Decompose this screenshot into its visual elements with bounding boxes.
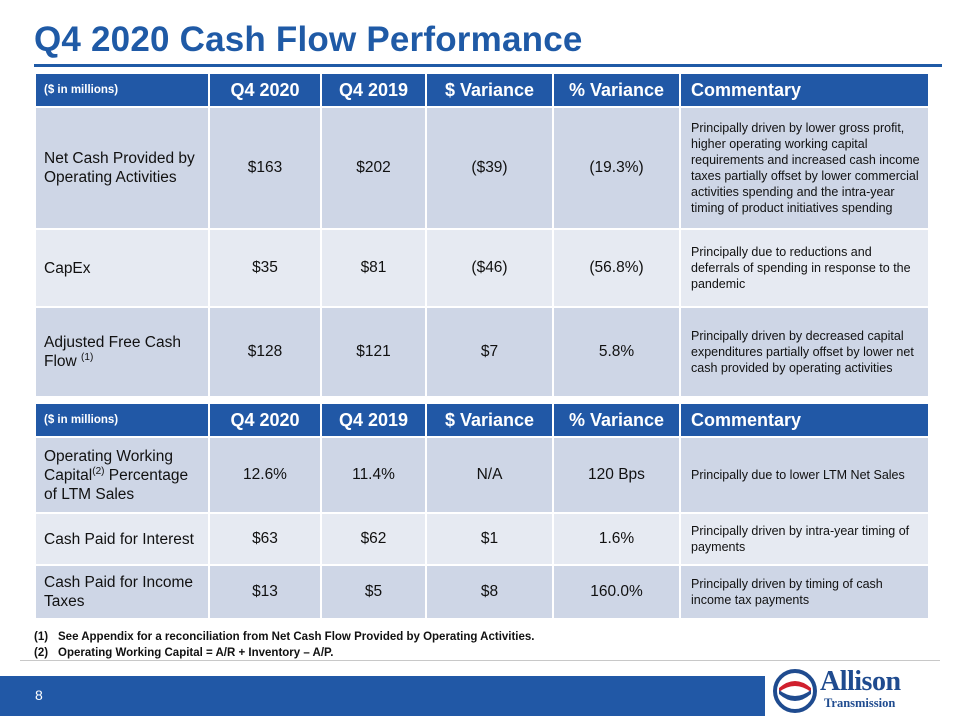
allison-transmission-logo: Allison Transmission <box>772 664 944 716</box>
footnote-text: Operating Working Capital = A/R + Invent… <box>58 647 334 659</box>
cell-dollar-variance: $1 <box>425 512 554 566</box>
cell-dollar-variance: ($46) <box>425 228 554 308</box>
header-units: ($ in millions) <box>34 72 210 108</box>
row-label: Operating Working Capital(2) Percentage … <box>34 436 210 514</box>
table-row: CapEx $35 $81 ($46) (56.8%) Principally … <box>34 228 930 308</box>
page-title: Q4 2020 Cash Flow Performance <box>34 20 583 59</box>
logo-emblem-icon <box>773 669 817 713</box>
page-number: 8 <box>35 687 43 703</box>
cell-commentary: Principally due to reductions and deferr… <box>679 228 930 308</box>
cash-flow-table: ($ in millions) Q4 2020 Q4 2019 $ Varian… <box>34 72 930 398</box>
row-label-text-cont: Percentage of LTM Sales <box>44 466 189 503</box>
footnote-ref: (1) <box>81 351 94 363</box>
cell-q4-2019: $202 <box>320 106 427 230</box>
table-row: Adjusted Free Cash Flow (1) $128 $121 $7… <box>34 306 930 398</box>
footnote-number: (2) <box>34 647 49 659</box>
cell-commentary: Principally driven by lower gross profit… <box>679 106 930 230</box>
header-q4-2019: Q4 2019 <box>320 72 427 108</box>
cell-percent-variance: 120 Bps <box>552 436 681 514</box>
logo-subtitle: Transmission <box>824 696 896 710</box>
footnote-number: (1) <box>34 631 49 643</box>
table-header-row: ($ in millions) Q4 2020 Q4 2019 $ Varian… <box>34 72 930 108</box>
table-row: Cash Paid for Interest $63 $62 $1 1.6% P… <box>34 512 930 566</box>
cell-commentary: Principally driven by timing of cash inc… <box>679 564 930 620</box>
header-commentary: Commentary <box>679 72 930 108</box>
cell-q4-2019: $5 <box>320 564 427 620</box>
cell-dollar-variance: $8 <box>425 564 554 620</box>
cell-q4-2020: $128 <box>208 306 322 398</box>
cell-q4-2020: 12.6% <box>208 436 322 514</box>
row-label: Net Cash Provided by Operating Activitie… <box>34 106 210 230</box>
row-label: Adjusted Free Cash Flow (1) <box>34 306 210 398</box>
header-q4-2019: Q4 2019 <box>320 402 427 438</box>
footer-divider <box>20 660 940 661</box>
cell-commentary: Principally driven by decreased capital … <box>679 306 930 398</box>
cell-q4-2020: $163 <box>208 106 322 230</box>
footnote-2: (2) Operating Working Capital = A/R + Inv… <box>34 645 535 661</box>
cell-dollar-variance: N/A <box>425 436 554 514</box>
cell-dollar-variance: $7 <box>425 306 554 398</box>
row-label: Cash Paid for Interest <box>34 512 210 566</box>
header-commentary: Commentary <box>679 402 930 438</box>
header-percent-variance: % Variance <box>552 72 681 108</box>
table-row: Cash Paid for Income Taxes $13 $5 $8 160… <box>34 564 930 620</box>
header-q4-2020: Q4 2020 <box>208 72 322 108</box>
row-label-text: Operating Working Capital <box>44 447 173 484</box>
cell-percent-variance: 1.6% <box>552 512 681 566</box>
cell-percent-variance: (56.8%) <box>552 228 681 308</box>
table-row: Net Cash Provided by Operating Activitie… <box>34 106 930 230</box>
header-percent-variance: % Variance <box>552 402 681 438</box>
header-q4-2020: Q4 2020 <box>208 402 322 438</box>
row-label: Cash Paid for Income Taxes <box>34 564 210 620</box>
table-header-row: ($ in millions) Q4 2020 Q4 2019 $ Varian… <box>34 402 930 438</box>
title-underline <box>34 64 942 67</box>
header-units: ($ in millions) <box>34 402 210 438</box>
cell-percent-variance: (19.3%) <box>552 106 681 230</box>
cell-percent-variance: 5.8% <box>552 306 681 398</box>
row-label-text: Adjusted Free Cash Flow <box>44 334 181 370</box>
cell-commentary: Principally driven by intra-year timing … <box>679 512 930 566</box>
cell-percent-variance: 160.0% <box>552 564 681 620</box>
cell-q4-2019: $81 <box>320 228 427 308</box>
cell-q4-2019: 11.4% <box>320 436 427 514</box>
working-capital-table: ($ in millions) Q4 2020 Q4 2019 $ Varian… <box>34 402 930 620</box>
cell-q4-2020: $35 <box>208 228 322 308</box>
cell-dollar-variance: ($39) <box>425 106 554 230</box>
footnotes: (1) See Appendix for a reconciliation fro… <box>34 629 535 661</box>
footer-bar <box>0 676 765 716</box>
row-label: CapEx <box>34 228 210 308</box>
footnote-text: See Appendix for a reconciliation from N… <box>58 631 535 643</box>
header-dollar-variance: $ Variance <box>425 72 554 108</box>
cell-q4-2020: $63 <box>208 512 322 566</box>
cell-q4-2020: $13 <box>208 564 322 620</box>
cell-q4-2019: $121 <box>320 306 427 398</box>
logo-wordmark: Allison <box>820 666 901 697</box>
header-dollar-variance: $ Variance <box>425 402 554 438</box>
footnote-ref: (2) <box>92 465 105 477</box>
footnote-1: (1) See Appendix for a reconciliation fro… <box>34 629 535 645</box>
table-row: Operating Working Capital(2) Percentage … <box>34 436 930 514</box>
cell-commentary: Principally due to lower LTM Net Sales <box>679 436 930 514</box>
cell-q4-2019: $62 <box>320 512 427 566</box>
